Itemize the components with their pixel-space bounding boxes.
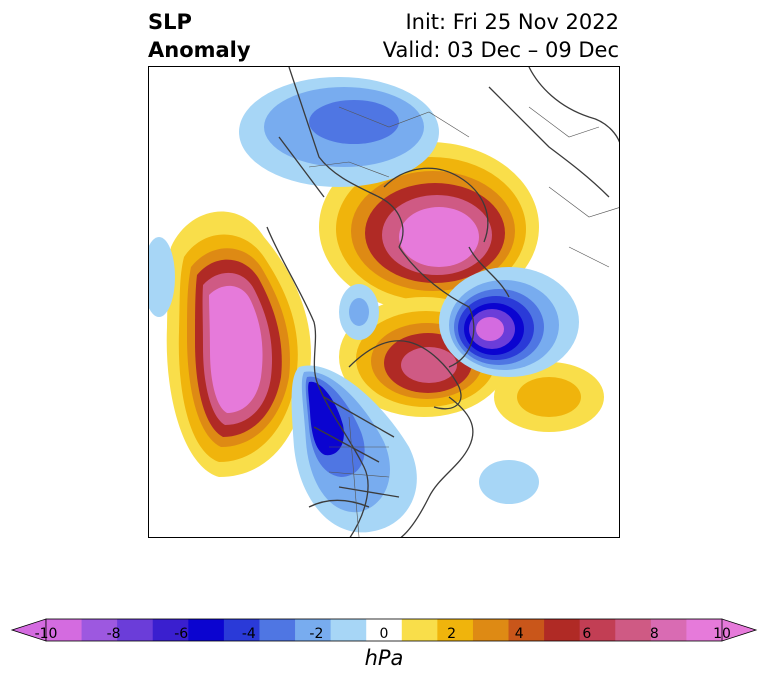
colorbar-tick-label: 10 bbox=[713, 626, 731, 642]
colorbar-swatch bbox=[544, 619, 581, 641]
colorbar-unit: hPa bbox=[364, 646, 404, 670]
colorbar-swatch bbox=[259, 619, 296, 641]
colorbar-tick-label: 2 bbox=[447, 626, 457, 642]
colorbar-tick-label: -8 bbox=[106, 626, 121, 642]
arctic-high-anomaly bbox=[319, 142, 539, 312]
colorbar-swatch bbox=[223, 619, 260, 641]
colorbar-swatch bbox=[330, 619, 367, 641]
colorbar-swatch bbox=[295, 619, 332, 641]
map-canvas bbox=[149, 67, 619, 537]
colorbar-swatch bbox=[152, 619, 189, 641]
colorbar-swatch bbox=[46, 619, 83, 641]
country-borders bbox=[308, 106, 619, 537]
title-type: Anomaly bbox=[148, 38, 251, 62]
colorbar-swatch bbox=[650, 619, 687, 641]
colorbar-swatch bbox=[366, 619, 403, 641]
colorbar-swatch bbox=[686, 619, 723, 641]
colorbar-swatch bbox=[508, 619, 545, 641]
colorbar-swatch bbox=[401, 619, 438, 641]
pacific-high-anomaly bbox=[166, 211, 311, 478]
colorbar-tick-label: -6 bbox=[174, 626, 189, 642]
siberian-low-anomaly bbox=[239, 77, 439, 187]
colorbar-swatch bbox=[615, 619, 652, 641]
greenland-low-anomaly bbox=[439, 267, 579, 377]
valid-range: Valid: 03 Dec – 09 Dec bbox=[382, 38, 619, 62]
init-date: Init: Fri 25 Nov 2022 bbox=[405, 10, 619, 34]
colorbar-tick-label: 4 bbox=[514, 626, 524, 642]
map-title: SLP Anomaly bbox=[148, 8, 251, 64]
map-dates: Init: Fri 25 Nov 2022 Valid: 03 Dec – 09… bbox=[383, 8, 619, 64]
title-variable: SLP bbox=[148, 10, 192, 34]
colorbar-tick-label: 0 bbox=[379, 626, 389, 642]
colorbar bbox=[10, 618, 758, 642]
colorbar-tick-label: -10 bbox=[34, 626, 58, 642]
colorbar-swatch bbox=[472, 619, 510, 641]
colorbar-swatch bbox=[437, 619, 474, 641]
colorbar-tick-label: 6 bbox=[582, 626, 592, 642]
colorbar-swatch bbox=[579, 619, 616, 641]
colorbar-tick-label: 8 bbox=[649, 626, 659, 642]
coastlines bbox=[266, 67, 619, 537]
colorbar-frame bbox=[45, 618, 723, 642]
colorbar-swatch bbox=[81, 619, 118, 641]
colorbar-swatch bbox=[188, 619, 225, 641]
colorbar-tick-label: -4 bbox=[241, 626, 256, 642]
atlantic-high-anomaly bbox=[494, 362, 604, 432]
minor-low-anomalies bbox=[149, 237, 539, 504]
slp-anomaly-map bbox=[148, 66, 620, 538]
colorbar-tick-label: -2 bbox=[309, 626, 324, 642]
colorbar-swatch bbox=[117, 619, 154, 641]
